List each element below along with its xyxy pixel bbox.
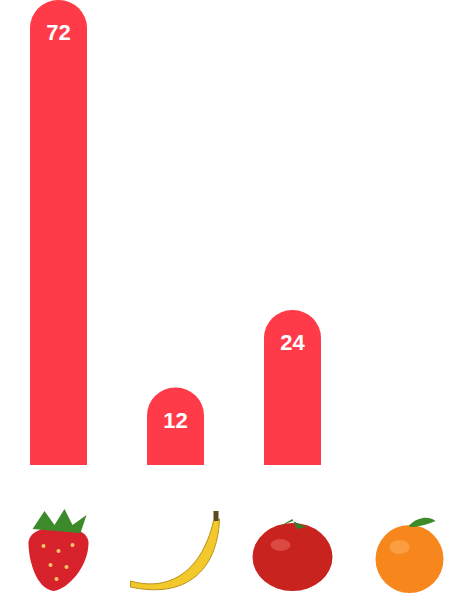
svg-text:72: 72	[46, 20, 70, 45]
svg-text:24: 24	[280, 330, 305, 355]
svg-text:12: 12	[163, 408, 187, 433]
